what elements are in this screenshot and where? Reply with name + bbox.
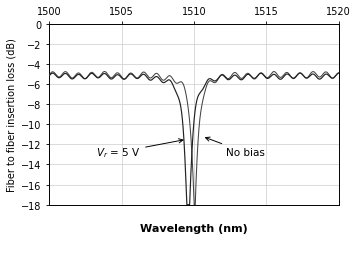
Text: $V_r$ = 5 V: $V_r$ = 5 V xyxy=(96,139,183,160)
Text: No bias: No bias xyxy=(205,138,265,158)
Text: Wavelength (nm): Wavelength (nm) xyxy=(140,223,248,233)
Y-axis label: Fiber to fiber insertion loss (dB): Fiber to fiber insertion loss (dB) xyxy=(7,38,17,191)
